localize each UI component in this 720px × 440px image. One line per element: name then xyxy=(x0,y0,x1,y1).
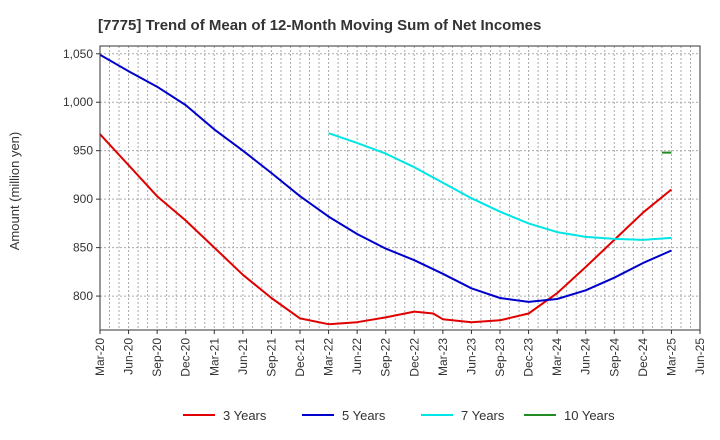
legend-label: 3 Years xyxy=(223,408,267,423)
y-tick-label: 900 xyxy=(73,192,93,206)
x-tick-label: Jun-20 xyxy=(122,338,136,375)
chart-title: [7775] Trend of Mean of 12-Month Moving … xyxy=(98,17,541,34)
y-tick-label: 1,050 xyxy=(63,47,93,61)
legend-label: 10 Years xyxy=(564,408,615,423)
x-tick-label: Jun-25 xyxy=(693,338,707,375)
grid-layer xyxy=(100,46,700,330)
x-tick-label: Jun-23 xyxy=(464,338,478,375)
y-tick-label: 1,000 xyxy=(63,95,93,109)
y-tick-label: 850 xyxy=(73,241,93,255)
x-tick-label: Mar-24 xyxy=(550,338,564,376)
series-line-5-years xyxy=(99,53,672,303)
x-tick-label: Sep-22 xyxy=(379,338,393,377)
x-tick-label: Dec-23 xyxy=(522,338,536,377)
x-tick-label: Mar-21 xyxy=(207,338,221,376)
legend: 3 Years 5 Years 7 Years 10 Years xyxy=(183,408,615,423)
x-tick-label: Dec-24 xyxy=(636,338,650,377)
axis-layer: 800 850 900 950 1,000 1,050 Mar-20 Jun-20 Sep-20… xyxy=(63,45,707,377)
x-tick-label: Mar-22 xyxy=(322,338,336,376)
x-tick-label: Sep-24 xyxy=(607,338,621,377)
series-layer xyxy=(99,53,673,326)
series-line-3-years xyxy=(99,133,673,326)
x-tick-label: Sep-23 xyxy=(493,338,507,377)
x-tick-label: Sep-21 xyxy=(264,338,278,377)
series-line-7-years xyxy=(328,132,672,241)
x-tick-label: Dec-21 xyxy=(293,338,307,377)
x-tick-label: Mar-20 xyxy=(93,338,107,376)
x-tick-label: Mar-25 xyxy=(664,338,678,376)
plot-frame xyxy=(99,45,701,331)
legend-label: 7 Years xyxy=(461,408,505,423)
x-tick-label: Mar-23 xyxy=(436,338,450,376)
x-tick-label: Dec-22 xyxy=(407,338,421,377)
x-tick-label: Dec-20 xyxy=(179,338,193,377)
x-tick-label: Sep-20 xyxy=(150,338,164,377)
y-tick-label: 800 xyxy=(73,289,93,303)
x-tick-label: Jun-24 xyxy=(579,338,593,375)
legend-label: 5 Years xyxy=(342,408,386,423)
x-tick-label: Jun-22 xyxy=(350,338,364,375)
y-axis-label: Amount (million yen) xyxy=(7,132,22,251)
y-tick-label: 950 xyxy=(73,144,93,158)
x-tick-label: Jun-21 xyxy=(236,338,250,375)
